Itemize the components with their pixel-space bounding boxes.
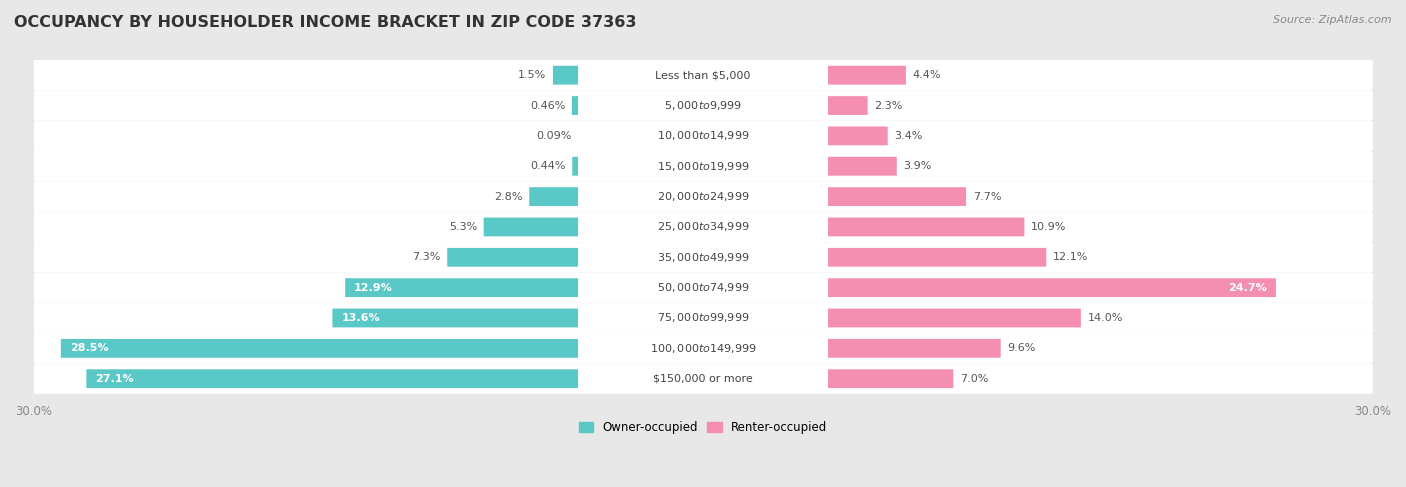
Text: $35,000 to $49,999: $35,000 to $49,999 [657, 251, 749, 264]
FancyBboxPatch shape [32, 182, 1374, 212]
FancyBboxPatch shape [825, 187, 966, 206]
Text: $20,000 to $24,999: $20,000 to $24,999 [657, 190, 749, 203]
Text: $25,000 to $34,999: $25,000 to $34,999 [657, 221, 749, 233]
Text: 0.09%: 0.09% [537, 131, 572, 141]
FancyBboxPatch shape [578, 154, 828, 179]
Text: 0.44%: 0.44% [530, 161, 565, 171]
FancyBboxPatch shape [32, 272, 1374, 303]
Text: 0.46%: 0.46% [530, 100, 565, 111]
Text: 7.0%: 7.0% [960, 374, 988, 384]
FancyBboxPatch shape [825, 218, 1025, 236]
Legend: Owner-occupied, Renter-occupied: Owner-occupied, Renter-occupied [574, 416, 832, 439]
Text: 4.4%: 4.4% [912, 70, 941, 80]
Text: 12.1%: 12.1% [1053, 252, 1088, 262]
FancyBboxPatch shape [578, 366, 828, 391]
FancyBboxPatch shape [825, 127, 887, 145]
FancyBboxPatch shape [578, 214, 828, 240]
Text: Less than $5,000: Less than $5,000 [655, 70, 751, 80]
Text: 27.1%: 27.1% [96, 374, 134, 384]
FancyBboxPatch shape [578, 63, 828, 88]
FancyBboxPatch shape [578, 336, 828, 361]
FancyBboxPatch shape [344, 278, 581, 297]
FancyBboxPatch shape [529, 187, 581, 206]
Text: 24.7%: 24.7% [1229, 282, 1267, 293]
FancyBboxPatch shape [32, 363, 1374, 394]
FancyBboxPatch shape [825, 369, 953, 388]
Text: 5.3%: 5.3% [449, 222, 477, 232]
Text: 7.7%: 7.7% [973, 191, 1001, 202]
FancyBboxPatch shape [32, 242, 1374, 272]
FancyBboxPatch shape [578, 305, 828, 331]
Text: $150,000 or more: $150,000 or more [654, 374, 752, 384]
FancyBboxPatch shape [578, 184, 828, 209]
Text: $50,000 to $74,999: $50,000 to $74,999 [657, 281, 749, 294]
FancyBboxPatch shape [32, 121, 1374, 151]
FancyBboxPatch shape [578, 275, 828, 300]
Text: $100,000 to $149,999: $100,000 to $149,999 [650, 342, 756, 355]
Text: 9.6%: 9.6% [1008, 343, 1036, 354]
FancyBboxPatch shape [825, 248, 1046, 267]
FancyBboxPatch shape [32, 91, 1374, 121]
FancyBboxPatch shape [32, 151, 1374, 182]
Text: OCCUPANCY BY HOUSEHOLDER INCOME BRACKET IN ZIP CODE 37363: OCCUPANCY BY HOUSEHOLDER INCOME BRACKET … [14, 15, 637, 30]
FancyBboxPatch shape [86, 369, 581, 388]
FancyBboxPatch shape [825, 309, 1081, 327]
Text: 28.5%: 28.5% [70, 343, 108, 354]
FancyBboxPatch shape [60, 339, 581, 358]
FancyBboxPatch shape [32, 333, 1374, 363]
Text: 12.9%: 12.9% [354, 282, 392, 293]
FancyBboxPatch shape [825, 66, 905, 85]
FancyBboxPatch shape [578, 124, 828, 149]
Text: 3.9%: 3.9% [904, 161, 932, 171]
Text: $15,000 to $19,999: $15,000 to $19,999 [657, 160, 749, 173]
FancyBboxPatch shape [447, 248, 581, 267]
Text: 2.8%: 2.8% [494, 191, 523, 202]
FancyBboxPatch shape [32, 60, 1374, 91]
FancyBboxPatch shape [572, 96, 581, 115]
Text: Source: ZipAtlas.com: Source: ZipAtlas.com [1274, 15, 1392, 25]
FancyBboxPatch shape [578, 93, 828, 118]
FancyBboxPatch shape [825, 339, 1001, 358]
Text: 1.5%: 1.5% [517, 70, 546, 80]
Text: 2.3%: 2.3% [875, 100, 903, 111]
Text: $10,000 to $14,999: $10,000 to $14,999 [657, 130, 749, 142]
FancyBboxPatch shape [825, 157, 897, 176]
Text: $5,000 to $9,999: $5,000 to $9,999 [664, 99, 742, 112]
FancyBboxPatch shape [332, 309, 581, 327]
FancyBboxPatch shape [578, 245, 828, 270]
FancyBboxPatch shape [32, 303, 1374, 333]
Text: 14.0%: 14.0% [1088, 313, 1123, 323]
Text: 10.9%: 10.9% [1031, 222, 1067, 232]
FancyBboxPatch shape [825, 278, 1275, 297]
FancyBboxPatch shape [579, 127, 581, 145]
FancyBboxPatch shape [572, 157, 581, 176]
Text: 13.6%: 13.6% [342, 313, 380, 323]
Text: 7.3%: 7.3% [412, 252, 440, 262]
FancyBboxPatch shape [484, 218, 581, 236]
FancyBboxPatch shape [32, 212, 1374, 242]
FancyBboxPatch shape [825, 96, 868, 115]
FancyBboxPatch shape [553, 66, 581, 85]
Text: $75,000 to $99,999: $75,000 to $99,999 [657, 312, 749, 324]
Text: 3.4%: 3.4% [894, 131, 922, 141]
